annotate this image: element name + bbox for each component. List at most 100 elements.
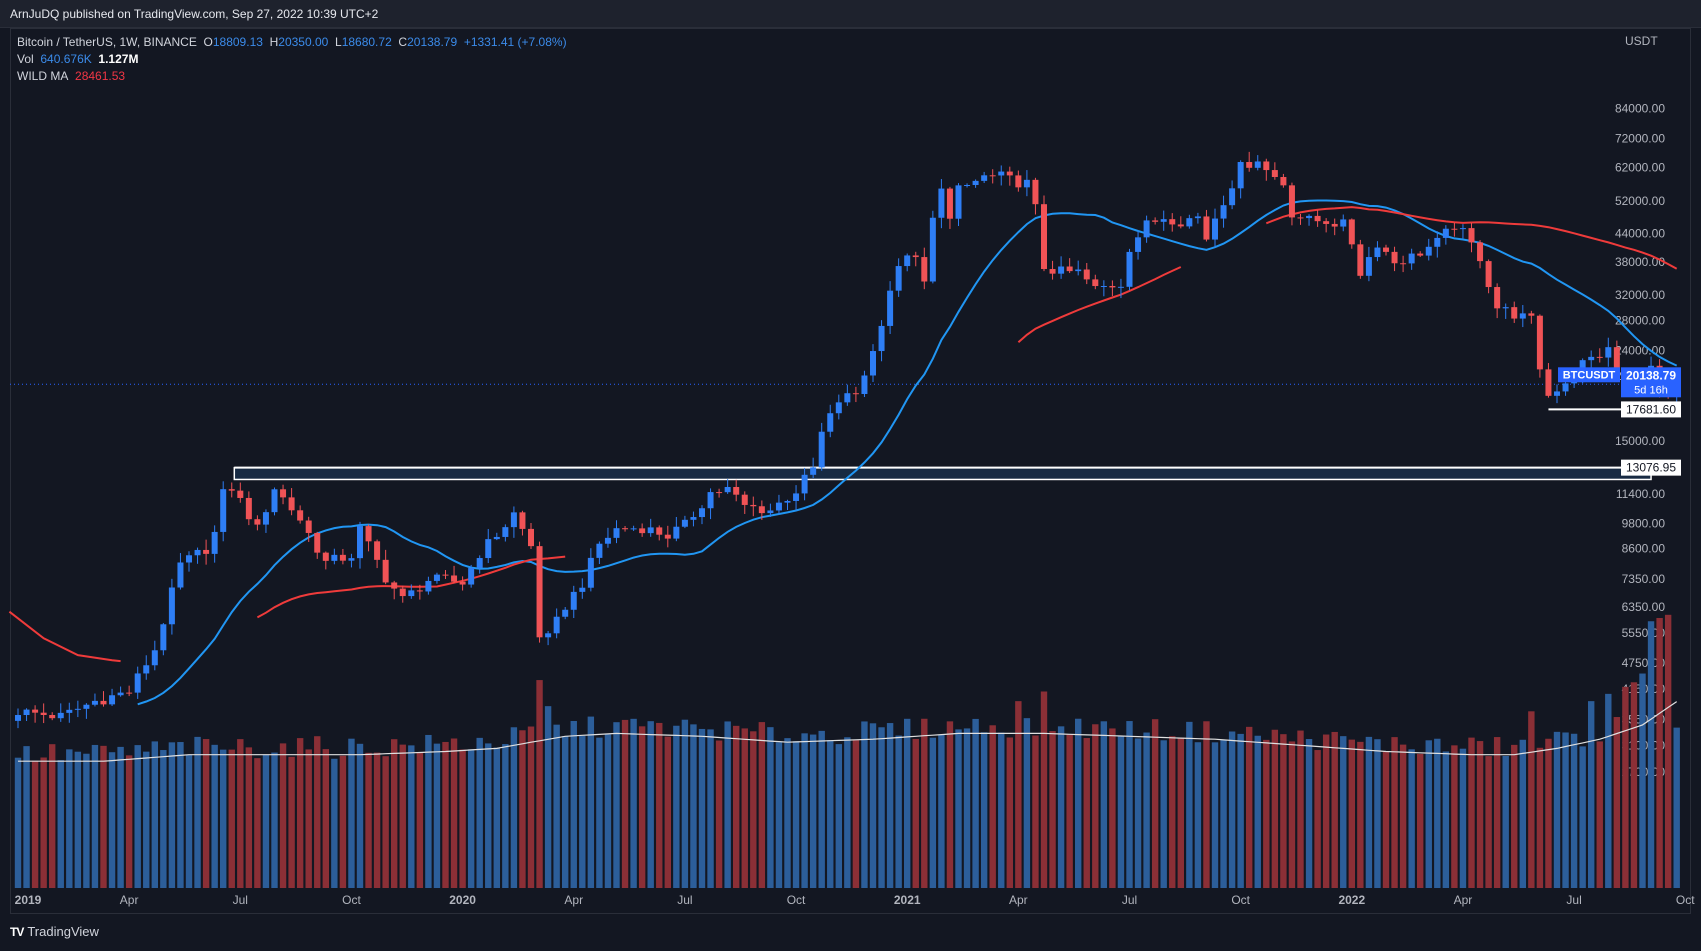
candle-body [220, 489, 227, 532]
x-tick-label: 2021 [894, 893, 921, 907]
candle-body [1280, 177, 1287, 186]
volume-bar [1605, 693, 1612, 888]
volume-bar [74, 751, 82, 888]
y-tick-label: 32000.00 [1615, 288, 1665, 302]
candle-body [32, 709, 39, 713]
candle-body [1383, 247, 1389, 252]
candle-body [656, 527, 663, 535]
candle-body [1408, 253, 1415, 264]
volume-bar [750, 731, 757, 888]
candle-body [750, 504, 757, 507]
chart-frame [10, 28, 1691, 914]
volume-bar [972, 718, 979, 888]
candle-body [1519, 313, 1526, 319]
candle-body [1263, 161, 1270, 171]
wild-ma-label[interactable]: WILD MA [17, 69, 69, 83]
volume-bar [1588, 701, 1595, 888]
y-tick-label: 7350.00 [1622, 572, 1666, 586]
symbol-title[interactable]: Bitcoin / TetherUS, 1W, BINANCE [17, 35, 197, 49]
y-tick-label: 6350.00 [1622, 600, 1666, 614]
candle-body [1477, 242, 1484, 262]
volume-bar [83, 753, 90, 888]
volume-bar [1023, 718, 1031, 888]
candle-body [878, 325, 885, 352]
volume-bar [510, 727, 518, 888]
candle-body [288, 497, 295, 511]
volume-bar [1177, 737, 1184, 888]
tradingview-footer[interactable]: TV TradingView [10, 924, 99, 939]
x-tick-label: Oct [342, 893, 361, 907]
candle-body [818, 431, 825, 468]
volume-bar [1109, 728, 1116, 888]
candle-body [784, 500, 791, 503]
candle-body [117, 692, 124, 696]
candle-body [1528, 313, 1535, 316]
candle-body [972, 180, 979, 185]
candle-body [579, 587, 586, 592]
volume-bar [1459, 748, 1467, 888]
candle-body [1588, 356, 1595, 361]
candle-body [921, 257, 928, 282]
candle-body [912, 255, 919, 258]
volume-bar [792, 741, 800, 888]
candle-body [416, 590, 423, 592]
candle-body [100, 700, 107, 705]
candle-body [1023, 179, 1030, 188]
volume-bar [536, 680, 543, 888]
candle-body [758, 506, 765, 514]
candle-body [1536, 315, 1543, 370]
volume-bar [998, 732, 1005, 888]
volume-bar [1237, 733, 1244, 888]
volume-label[interactable]: Vol [17, 52, 34, 66]
candle-body [348, 558, 355, 561]
candle-body [596, 543, 603, 558]
volume-bar [544, 706, 552, 888]
candle-body [442, 574, 449, 576]
candle-body [1186, 218, 1193, 227]
volume-bar [1357, 741, 1364, 888]
volume-bar [1169, 736, 1176, 888]
x-tick-label: Jul [1122, 893, 1137, 907]
candle-body [305, 520, 312, 533]
candle-body [1502, 307, 1509, 309]
volume-bar [638, 726, 646, 888]
volume-bar [861, 721, 868, 888]
volume-bar [108, 752, 116, 888]
y-tick-label: 62000.00 [1615, 160, 1665, 174]
candle-body [1348, 219, 1355, 245]
candle-body [981, 175, 988, 181]
candle-body [109, 695, 116, 705]
volume-bar [647, 721, 654, 888]
candle-body [1400, 263, 1407, 265]
volume-bar [673, 725, 680, 888]
candle-body [1160, 219, 1167, 222]
volume-bar [869, 723, 877, 888]
candle-body [339, 554, 346, 561]
volume-bar [767, 727, 774, 888]
volume-bar [356, 743, 364, 888]
candle-body [1049, 269, 1056, 274]
volume-bar [946, 721, 954, 888]
candle-body [186, 555, 192, 563]
y-tick-label: 84000.00 [1615, 102, 1665, 116]
candle-body [271, 489, 278, 513]
volume-bar [801, 733, 808, 888]
volume-bar [493, 747, 500, 888]
candle-body [1109, 286, 1116, 288]
volume-bar [1408, 749, 1415, 888]
candle-body [1323, 221, 1330, 224]
volume-bar [1417, 753, 1424, 888]
candle-body [74, 708, 81, 710]
volume-bar [1246, 726, 1253, 888]
symbol-tag: BTCUSDT [1563, 369, 1616, 381]
y-tick-label: 11400.00 [1616, 487, 1665, 501]
candle-body [493, 536, 500, 540]
volume-row: Vol 640.676K 1.127M [17, 51, 567, 68]
ma-row: WILD MA 28461.53 [17, 68, 567, 85]
candle-body [989, 175, 996, 177]
volume-bar [1434, 738, 1441, 888]
candle-body [964, 184, 971, 186]
candle-body [1092, 279, 1099, 287]
volume-bar [621, 719, 629, 888]
